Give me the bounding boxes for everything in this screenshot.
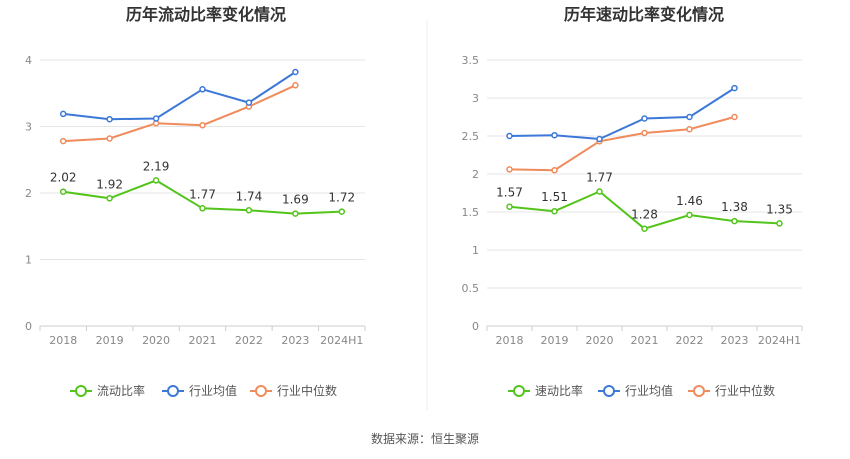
legend-swatch-marker: [603, 385, 615, 397]
x-tick-label: 2018: [496, 334, 524, 347]
data-point-median: [641, 129, 648, 137]
data-point-median: [292, 82, 299, 89]
data-point-main: [731, 217, 738, 225]
data-label: 1.51: [541, 190, 568, 204]
y-tick-label: 0.5: [462, 282, 480, 295]
data-point-main: [106, 195, 113, 202]
data-label: 1.35: [766, 202, 793, 216]
y-tick-label: 2: [25, 187, 32, 200]
data-label: 1.57: [496, 186, 523, 200]
x-tick-label: 2023: [721, 334, 749, 347]
data-point-avg: [152, 115, 160, 122]
data-point-avg: [292, 68, 299, 76]
data-point-main: [245, 207, 253, 214]
data-point-avg: [106, 115, 113, 123]
data-point-median: [686, 125, 693, 133]
y-tick-label: 2: [472, 168, 479, 181]
chart-title: 历年流动比率变化情况: [126, 5, 286, 24]
data-point-avg: [641, 115, 648, 122]
x-tick-label: 2018: [49, 334, 77, 347]
data-label: 1.69: [282, 193, 309, 207]
data-label: 1.38: [721, 200, 748, 214]
x-tick-label: 2020: [142, 334, 170, 347]
data-point-main: [596, 188, 603, 195]
data-point-main: [338, 208, 346, 215]
data-point-main: [292, 210, 299, 217]
y-tick-label: 3.5: [462, 54, 480, 67]
x-tick-label: 2024H1: [320, 334, 363, 347]
data-point-median: [506, 166, 513, 173]
legend-swatch-marker: [513, 385, 525, 397]
data-point-main: [551, 207, 558, 215]
data-point-main: [152, 177, 160, 184]
y-tick-label: 1.5: [462, 206, 480, 219]
y-tick-label: 4: [25, 54, 32, 67]
x-tick-label: 2019: [96, 334, 124, 347]
legend-label: 行业中位数: [277, 383, 337, 398]
legend-swatch-marker: [255, 385, 267, 397]
x-tick-label: 2020: [586, 334, 614, 347]
data-label: 2.02: [50, 171, 77, 185]
y-tick-label: 1: [472, 244, 479, 257]
data-point-median: [551, 166, 558, 174]
data-label: 1.28: [631, 208, 658, 222]
x-tick-label: 2022: [676, 334, 704, 347]
data-label: 1.74: [236, 189, 263, 203]
y-tick-label: 3: [25, 121, 32, 134]
data-label: 2.19: [143, 159, 170, 173]
data-point-main: [59, 188, 67, 195]
series-line-avg: [509, 87, 736, 141]
chart-title: 历年速动比率变化情况: [564, 5, 724, 24]
data-label: 1.92: [96, 177, 123, 191]
x-tick-label: 2021: [189, 334, 217, 347]
data-point-avg: [506, 132, 513, 140]
y-tick-label: 2.5: [462, 130, 480, 143]
data-point-main: [641, 225, 648, 232]
legend-label: 流动比率: [97, 383, 145, 398]
legend-label: 行业中位数: [715, 383, 775, 398]
legend-swatch-marker: [167, 385, 179, 397]
data-label: 1.77: [189, 187, 216, 201]
y-tick-label: 3: [472, 92, 479, 105]
data-label: 1.46: [676, 194, 703, 208]
series-line-median: [63, 84, 296, 143]
data-point-main: [506, 203, 513, 210]
x-tick-label: 2021: [631, 334, 659, 347]
x-tick-label: 2022: [235, 334, 263, 347]
legend-swatch-marker: [75, 385, 87, 397]
data-point-main: [199, 205, 206, 212]
data-point-median: [731, 113, 738, 121]
data-point-median: [199, 121, 206, 129]
data-label: 1.77: [586, 170, 613, 184]
data-point-avg: [59, 110, 67, 118]
data-point-main: [686, 211, 693, 219]
y-tick-label: 1: [25, 254, 32, 267]
data-source-note: 数据来源：恒生聚源: [371, 431, 479, 446]
x-tick-label: 2019: [541, 334, 569, 347]
series-line-avg: [63, 71, 296, 121]
legend-label: 速动比率: [535, 383, 583, 398]
data-point-median: [106, 135, 113, 142]
legend-label: 行业均值: [625, 383, 673, 398]
x-tick-label: 2023: [281, 334, 309, 347]
data-point-avg: [731, 84, 738, 92]
series-line-median: [509, 116, 735, 172]
data-point-avg: [199, 86, 206, 93]
y-tick-label: 0: [25, 320, 32, 333]
x-tick-label: 2024H1: [758, 334, 801, 347]
y-tick-label: 0: [472, 320, 479, 333]
legend-swatch-marker: [693, 385, 705, 397]
data-point-median: [59, 137, 67, 145]
data-point-avg: [686, 113, 693, 121]
data-point-avg: [551, 131, 558, 139]
data-point-avg: [596, 135, 603, 143]
data-label: 1.72: [328, 191, 355, 205]
legend-label: 行业均值: [189, 383, 237, 398]
data-point-main: [776, 220, 783, 227]
data-point-avg: [245, 99, 253, 106]
